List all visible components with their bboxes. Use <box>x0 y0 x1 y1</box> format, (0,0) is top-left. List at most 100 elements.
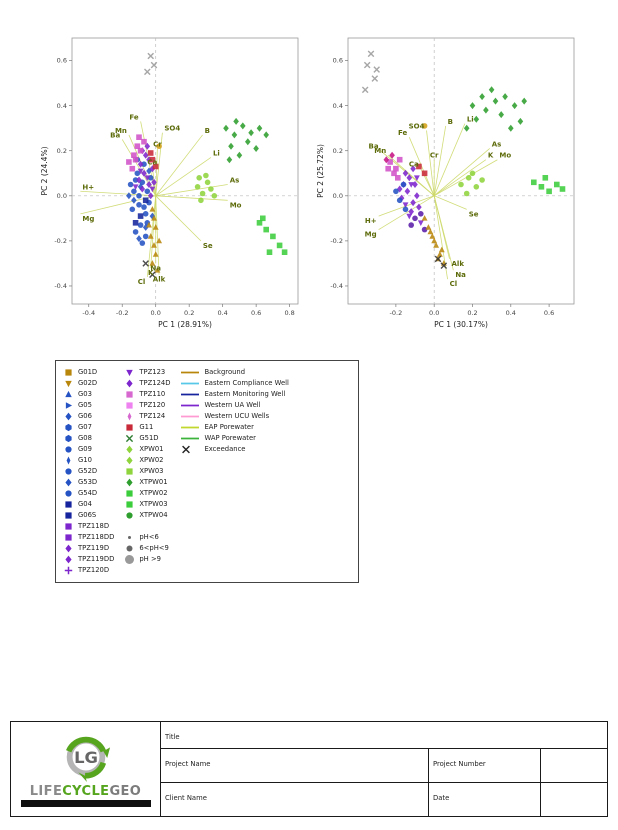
legend-item-label: TPZ118DD <box>78 533 115 542</box>
legend-item-label: XPW02 <box>139 456 164 465</box>
legend-item: G53D <box>63 477 114 488</box>
svg-text:Alk: Alk <box>452 260 465 268</box>
logo-monogram: LG <box>74 748 98 767</box>
legend-item: TPZ120 <box>124 400 170 411</box>
legend-item: G02D <box>63 378 114 389</box>
svg-text:0.0: 0.0 <box>151 309 161 317</box>
line-sample-icon <box>181 382 200 385</box>
recycle-logo-icon: LG <box>65 736 110 783</box>
legend-item: G06S <box>63 510 114 521</box>
square-marker-icon <box>126 490 133 497</box>
svg-text:0.0: 0.0 <box>429 309 439 317</box>
legend-item-label: TPZ123 <box>139 368 166 377</box>
legend-item: WAP Porewater <box>180 433 288 444</box>
legend-item: Exceedance <box>180 444 288 455</box>
legend-item-label: G06 <box>78 412 92 421</box>
legend-item-label: XTPW04 <box>139 511 168 520</box>
exceedance-x-marker-icon <box>182 445 191 454</box>
legend-item: XTPW04 <box>124 510 170 521</box>
legend-item-label: TPZ119D <box>78 544 110 553</box>
svg-text:Ba: Ba <box>110 131 120 139</box>
legend-item-label: TPZ120D <box>78 566 110 575</box>
legend-item: TPZ123 <box>124 367 170 378</box>
svg-text:PC 1 (30.17%): PC 1 (30.17%) <box>434 320 488 329</box>
legend: G01D G02D G03 G05 G06 G07 G08 G09 G10 G52D G53D G54… <box>55 360 359 583</box>
ph-size-marker-icon <box>125 555 135 564</box>
legend-item: G09 <box>63 444 114 455</box>
legend-item-label: Exceedance <box>204 445 246 454</box>
legend-item: TPZ120D <box>63 565 114 576</box>
legend-item: XPW03 <box>124 466 170 477</box>
legend-item-label: G54D <box>78 489 98 498</box>
plus-marker-icon <box>64 566 73 575</box>
company-name: LIFECYCLEGEO <box>30 785 142 798</box>
legend-item: TPZ124 <box>124 411 170 422</box>
pca-figure: -0.4 -0.2 0.0 0.2 0.4 0.6 0.8 -0.4 -0.2 0.0 0.2 0.4… <box>38 30 618 334</box>
legend-item-label: pH<6 <box>139 533 159 542</box>
client-name-label: Client Name <box>165 794 207 802</box>
legend-item: G05 <box>63 400 114 411</box>
legend-item: Eastern Monitoring Well <box>180 389 288 400</box>
square-marker-icon <box>65 512 72 519</box>
svg-text:Na: Na <box>150 264 161 272</box>
svg-text:0.4: 0.4 <box>57 102 67 110</box>
svg-text:Cl: Cl <box>450 280 458 288</box>
diamond-marker-icon <box>126 478 133 487</box>
legend-column-3: Background Eastern Compliance Well Eastern… <box>180 367 289 576</box>
pca-plot-left: -0.4 -0.2 0.0 0.2 0.4 0.6 0.8 -0.4 -0.2 0.0 0.2 0.4… <box>38 30 308 334</box>
legend-item-label: G04 <box>78 500 92 509</box>
legend-item-label: G03 <box>78 390 92 399</box>
legend-item-label: G07 <box>78 423 92 432</box>
diamond-marker-icon <box>65 544 72 553</box>
svg-text:PC 2 (25.72%): PC 2 (25.72%) <box>316 144 325 198</box>
legend-item-label: TPZ118D <box>78 522 110 531</box>
svg-text:PC 2 (24.4%): PC 2 (24.4%) <box>40 146 49 195</box>
svg-text:-0.4: -0.4 <box>54 282 67 290</box>
svg-text:0.6: 0.6 <box>333 57 343 65</box>
svg-text:-0.2: -0.2 <box>54 237 67 245</box>
logo-underline-bar <box>20 800 151 807</box>
legend-column-1: G01D G02D G03 G05 G06 G07 G08 G09 G10 G52D G53D G54… <box>63 367 114 576</box>
legend-item-label: TPZ120 <box>139 401 166 410</box>
revision-field <box>541 749 607 782</box>
thin-diamond-marker-icon <box>66 456 71 465</box>
project-name-label: Project Name <box>165 760 211 768</box>
circle-marker-icon <box>65 446 72 453</box>
company-name-cycle: CYCLE <box>62 784 110 799</box>
svg-text:SO4: SO4 <box>409 122 425 130</box>
svg-text:0.2: 0.2 <box>333 147 343 155</box>
circle-marker-icon <box>65 468 72 475</box>
svg-text:0.6: 0.6 <box>544 309 554 317</box>
legend-item-ph: 6<pH<9 <box>124 543 170 554</box>
svg-text:0.0: 0.0 <box>57 192 67 200</box>
svg-text:Cr: Cr <box>430 152 439 160</box>
legend-item: G52D <box>63 466 114 477</box>
legend-item-label: Western UA Well <box>204 401 261 410</box>
svg-text:-0.2: -0.2 <box>390 309 403 317</box>
svg-text:Li: Li <box>213 149 220 157</box>
triangle-up-marker-icon <box>65 390 72 398</box>
legend-item: TPZ118D <box>63 521 114 532</box>
legend-item: XPW01 <box>124 444 170 455</box>
legend-item-label: Background <box>204 368 246 377</box>
svg-text:Fe: Fe <box>129 113 138 121</box>
legend-item: Background <box>180 367 288 378</box>
svg-text:-0.4: -0.4 <box>82 309 95 317</box>
svg-text:0.2: 0.2 <box>57 147 67 155</box>
triangle-down-marker-icon <box>65 380 72 388</box>
square-marker-icon <box>65 523 72 530</box>
legend-item-ph: pH<6 <box>124 532 170 543</box>
legend-item-label: G05 <box>78 401 92 410</box>
svg-text:B: B <box>448 118 453 126</box>
svg-text:Ca: Ca <box>409 161 419 169</box>
legend-item: G51D <box>124 433 170 444</box>
legend-item-label: G10 <box>78 456 92 465</box>
pca-plot-svg: -0.4 -0.2 0.0 0.2 0.4 0.6 0.8 -0.4 -0.2 0.0 0.2 0.4… <box>40 37 299 329</box>
svg-text:Mn: Mn <box>115 127 127 135</box>
square-marker-icon <box>65 369 72 376</box>
diamond-marker-icon <box>65 412 72 421</box>
title-block-fields: Title Project Name Project Number Client… <box>161 722 607 816</box>
legend-item-label: TPZ119DD <box>78 555 115 564</box>
legend-item-label: Western UCU Wells <box>204 412 270 421</box>
legend-item-label: XTPW03 <box>139 500 168 509</box>
